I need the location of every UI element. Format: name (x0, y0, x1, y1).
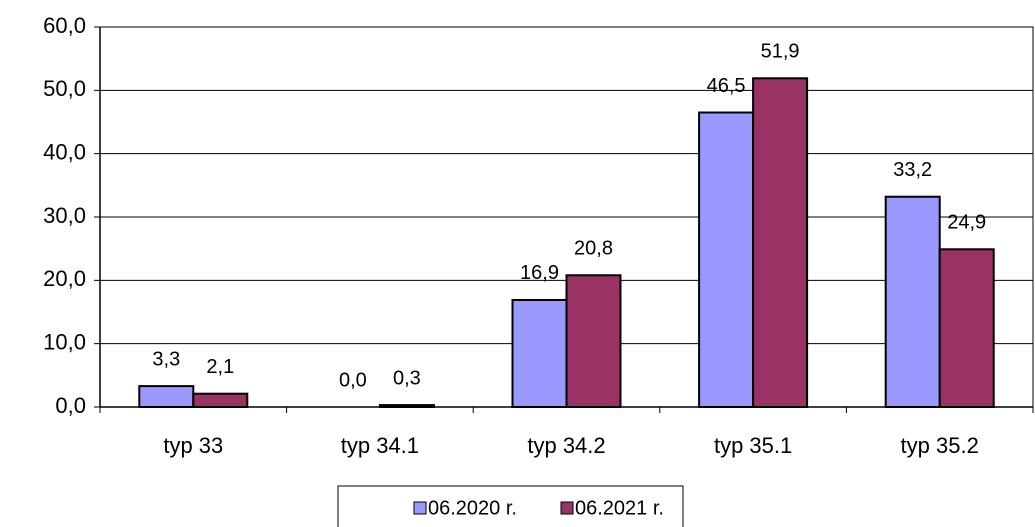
legend-label: 06.2021 r. (575, 497, 664, 519)
x-tick-label: typ 35.2 (901, 433, 979, 458)
bar (938, 248, 995, 408)
x-tick-label: typ 33 (163, 433, 223, 458)
data-label: 24,9 (947, 212, 986, 234)
data-label: 3,3 (152, 348, 180, 370)
y-tick-label: 30,0 (43, 203, 86, 228)
data-label: 0,3 (393, 367, 421, 389)
y-tick-label: 10,0 (43, 329, 86, 354)
data-label: 46,5 (707, 75, 746, 97)
y-tick-label: 50,0 (43, 76, 86, 101)
legend-label: 06.2020 r. (428, 497, 517, 519)
y-tick-label: 0,0 (55, 393, 86, 418)
data-label: 2,1 (206, 356, 234, 378)
legend-swatch (560, 501, 574, 515)
bar (565, 274, 622, 408)
bar (752, 77, 809, 409)
data-label: 20,8 (574, 238, 613, 260)
data-label: 0,0 (339, 369, 367, 391)
data-label: 16,9 (520, 262, 559, 284)
y-tick-label: 20,0 (43, 266, 86, 291)
bar (698, 111, 755, 408)
legend-box (337, 485, 684, 527)
x-tick-label: typ 35.1 (714, 433, 792, 458)
bar (138, 385, 195, 409)
data-label: 51,9 (761, 41, 800, 63)
bar (192, 392, 249, 409)
bar (511, 298, 568, 409)
y-tick-label: 40,0 (43, 139, 86, 164)
legend-swatch (413, 501, 427, 515)
bar (884, 195, 941, 408)
x-tick-label: typ 34.1 (341, 433, 419, 458)
x-tick-label: typ 34.2 (527, 433, 605, 458)
data-label: 33,2 (893, 159, 932, 181)
y-tick-label: 60,0 (43, 13, 86, 38)
